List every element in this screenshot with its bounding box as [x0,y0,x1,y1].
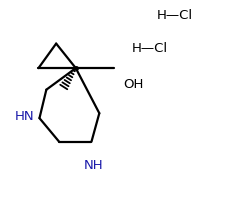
Text: H—Cl: H—Cl [131,42,167,55]
Text: HN: HN [15,110,34,123]
Text: NH: NH [83,159,103,172]
Text: H—Cl: H—Cl [156,9,192,22]
Text: OH: OH [122,78,143,91]
